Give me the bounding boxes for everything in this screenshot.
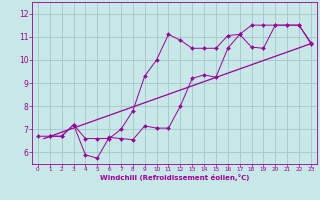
X-axis label: Windchill (Refroidissement éolien,°C): Windchill (Refroidissement éolien,°C) [100,174,249,181]
